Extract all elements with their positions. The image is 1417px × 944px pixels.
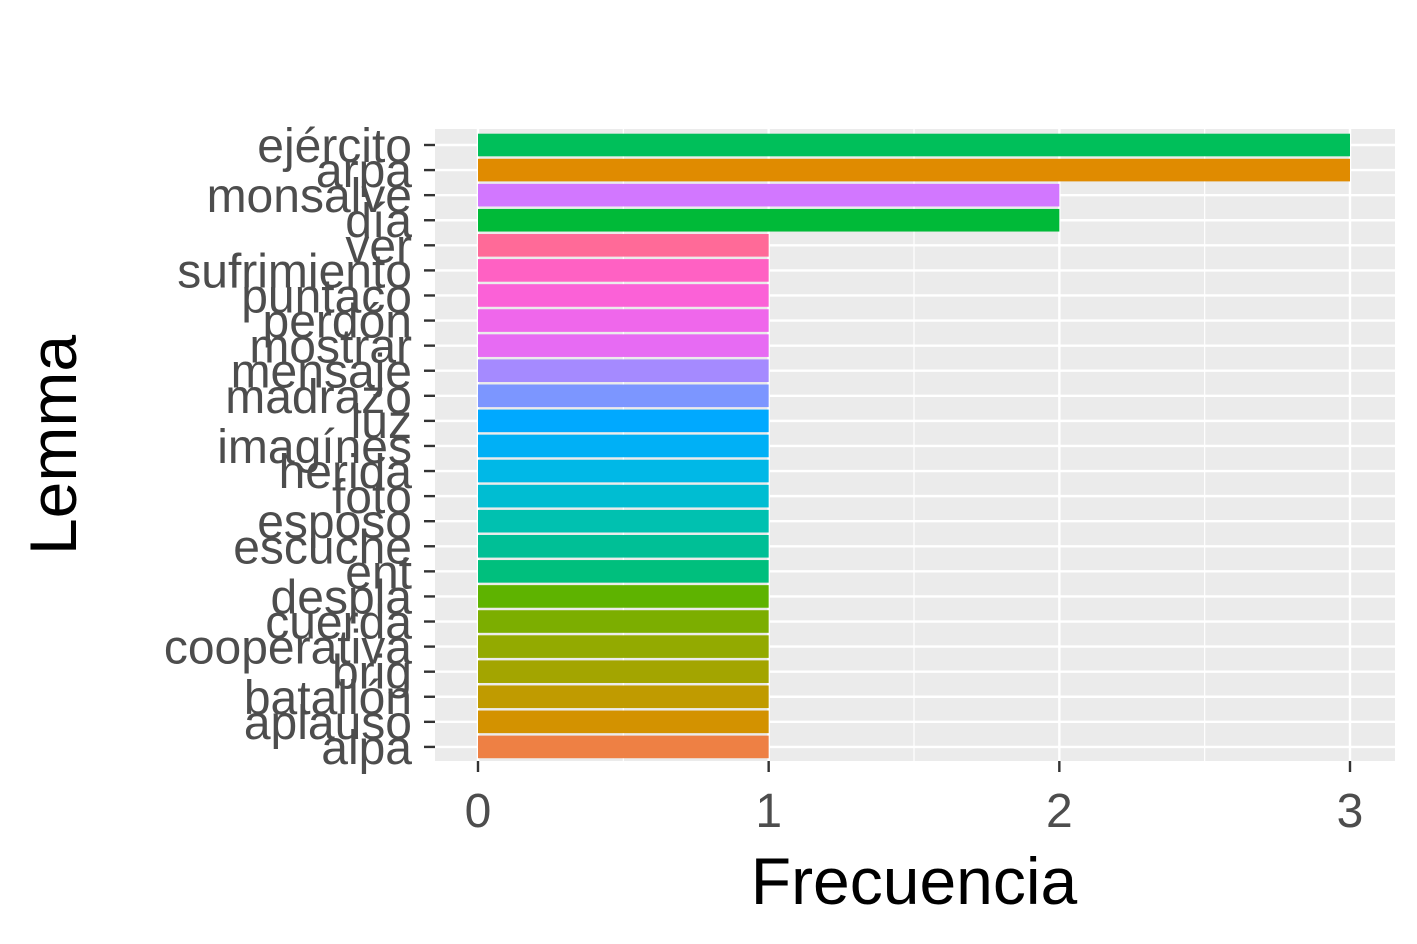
bar [478, 384, 769, 408]
bar [478, 158, 1350, 182]
bar [478, 434, 769, 458]
bar [478, 359, 769, 383]
x-tick-label: 2 [1046, 785, 1073, 838]
bar [478, 585, 769, 608]
x-axis-title: Frecuencia [751, 844, 1078, 918]
y-tick-label: día [345, 195, 412, 248]
bar [478, 284, 769, 307]
y-tick-label: cuerda [265, 597, 412, 650]
bar [478, 409, 769, 433]
bars [478, 133, 1350, 759]
bar [478, 133, 1350, 157]
bar [478, 208, 1060, 232]
y-tick-label: ent [345, 546, 412, 599]
y-tick-label: cooperativa [164, 622, 412, 675]
y-tick-label: monsalve [207, 170, 412, 223]
y-tick-label: mensaje [231, 346, 412, 399]
y-tick-label: alpa [321, 722, 412, 775]
y-tick-label: brig [332, 647, 412, 700]
y-tick-label: batallón [244, 672, 412, 725]
y-tick-label: mostrar [249, 321, 412, 374]
y-tick-label: puntaco [241, 270, 412, 323]
bar [478, 484, 769, 508]
y-tick-label: escuche [233, 521, 412, 574]
x-tick-label: 3 [1337, 785, 1364, 838]
bar [478, 660, 769, 683]
bar [478, 259, 769, 282]
bar [478, 234, 769, 257]
y-tick-label: perdón [263, 296, 412, 349]
y-tick-label: imagínes [217, 421, 412, 474]
y-axis-title: Lemma [16, 335, 90, 555]
y-tick-label: aplauso [244, 697, 412, 750]
y-tick-label: madrazo [225, 371, 412, 424]
bar [478, 309, 769, 332]
y-tick-label: herida [279, 446, 413, 499]
bar [478, 509, 769, 533]
bar [478, 459, 769, 483]
bar [478, 735, 769, 759]
y-tick-label: arpa [316, 145, 412, 198]
bar [478, 685, 769, 709]
x-axis: 0 1 2 3 [465, 761, 1364, 838]
bar [478, 560, 769, 583]
bar [478, 334, 769, 357]
y-tick-label: despla [271, 571, 413, 624]
y-tick-label: ejército [257, 120, 412, 173]
y-tick-label: esposo [257, 496, 412, 549]
bar [478, 534, 769, 558]
x-tick-label: 1 [755, 785, 782, 838]
y-tick-label: ver [345, 220, 412, 273]
bar [478, 635, 769, 658]
y-tick-label: foto [332, 471, 412, 524]
bar [478, 610, 769, 633]
y-tick-label: sufrimiento [177, 245, 412, 298]
x-tick-label: 0 [465, 785, 492, 838]
bar [478, 183, 1060, 207]
bar [478, 710, 769, 734]
y-axis: ejércitoarpamonsalvedíaversufrimientopun… [164, 120, 435, 775]
y-tick-label: luz [351, 396, 412, 449]
